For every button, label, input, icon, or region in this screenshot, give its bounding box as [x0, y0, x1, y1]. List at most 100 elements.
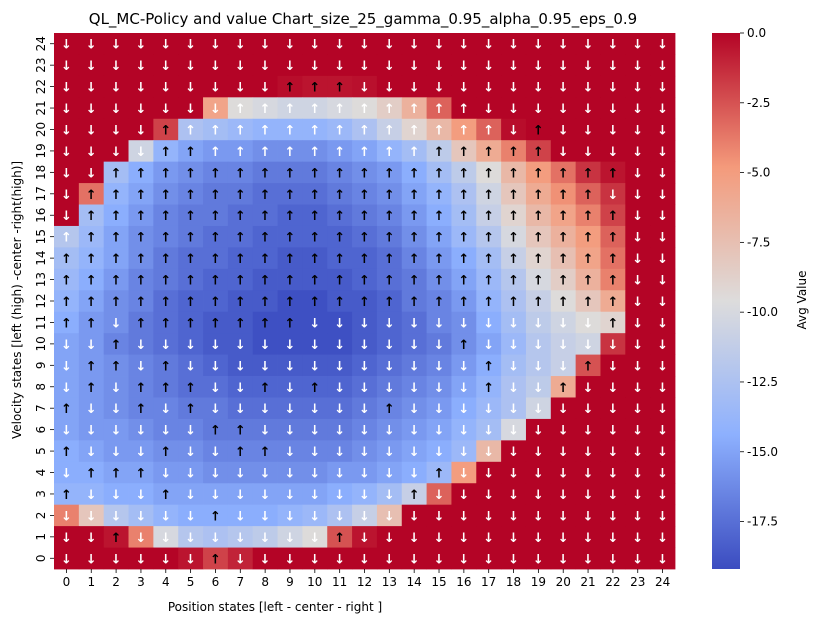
heatmap-cell [525, 483, 552, 506]
heatmap-cell [227, 75, 254, 98]
arrow-down-icon: ↓ [285, 359, 296, 374]
heatmap-cell [178, 354, 204, 377]
heatmap-cell [227, 290, 254, 313]
arrow-up-icon: ↑ [210, 295, 221, 310]
heatmap-cell [302, 418, 328, 441]
heatmap-cell [426, 183, 452, 205]
arrow-down-icon: ↓ [359, 424, 370, 439]
arrow-up-icon: ↑ [434, 145, 445, 160]
heatmap-cell [227, 440, 254, 463]
heatmap-cell [252, 504, 278, 527]
arrow-down-icon: ↓ [210, 38, 221, 53]
arrow-down-icon: ↓ [111, 381, 122, 396]
heatmap-cell [203, 311, 229, 334]
arrow-down-icon: ↓ [533, 402, 544, 417]
arrow-down-icon: ↓ [533, 102, 544, 117]
arrow-up-icon: ↑ [160, 209, 171, 224]
heatmap-cell [103, 54, 129, 77]
arrow-up-icon: ↑ [334, 145, 345, 160]
heatmap-cell [426, 504, 452, 527]
heatmap-cell [650, 461, 676, 484]
heatmap-cell [451, 418, 477, 441]
heatmap-cell [376, 247, 403, 270]
arrow-down-icon: ↓ [583, 424, 594, 439]
heatmap-cell [252, 97, 278, 120]
arrow-down-icon: ↓ [61, 531, 72, 546]
heatmap-cell [401, 354, 427, 377]
arrow-up-icon: ↑ [458, 166, 469, 181]
arrow-down-icon: ↓ [185, 338, 196, 353]
arrow-down-icon: ↓ [632, 531, 643, 546]
heatmap-cell [54, 440, 80, 463]
heatmap-cell [54, 311, 80, 334]
heatmap-cell [550, 161, 577, 184]
arrow-up-icon: ↑ [384, 145, 395, 160]
heatmap-cell [376, 354, 403, 377]
arrow-up-icon: ↑ [260, 145, 271, 160]
heatmap-cell [103, 247, 129, 270]
arrow-up-icon: ↑ [458, 274, 469, 289]
heatmap-cell [650, 75, 676, 98]
arrow-down-icon: ↓ [458, 38, 469, 53]
arrow-up-icon: ↑ [285, 209, 296, 224]
heatmap-cell [625, 354, 651, 377]
heatmap-cell [302, 268, 328, 291]
x-tick-label: 10 [307, 575, 322, 589]
heatmap-cell [103, 97, 129, 120]
heatmap-cell [252, 204, 278, 227]
heatmap-cell [352, 225, 378, 248]
arrow-up-icon: ↑ [86, 359, 97, 374]
y-tick-label: 16 [34, 208, 48, 223]
heatmap-cell [178, 204, 204, 227]
x-tick-label: 5 [187, 575, 195, 589]
heatmap-cell [401, 75, 427, 98]
heatmap-cell [550, 440, 577, 463]
arrow-down-icon: ↓ [359, 316, 370, 331]
arrow-down-icon: ↓ [61, 424, 72, 439]
arrow-down-icon: ↓ [135, 445, 146, 460]
arrow-down-icon: ↓ [409, 509, 420, 524]
arrow-up-icon: ↑ [135, 467, 146, 482]
arrow-down-icon: ↓ [285, 402, 296, 417]
heatmap-cell [128, 97, 154, 120]
heatmap-cell [376, 118, 403, 141]
arrow-down-icon: ↓ [632, 488, 643, 503]
heatmap-cell [650, 33, 676, 55]
arrow-up-icon: ↑ [359, 166, 370, 181]
arrow-up-icon: ↑ [508, 188, 519, 203]
heatmap-cell [352, 183, 378, 205]
arrow-up-icon: ↑ [359, 274, 370, 289]
arrow-up-icon: ↑ [359, 231, 370, 246]
arrow-down-icon: ↓ [483, 338, 494, 353]
heatmap-cell [153, 33, 179, 55]
arrow-down-icon: ↓ [508, 552, 519, 567]
heatmap-cell [625, 204, 651, 227]
heatmap-cell [327, 397, 353, 420]
heatmap-cell [227, 311, 254, 334]
arrow-up-icon: ↑ [334, 531, 345, 546]
arrow-up-icon: ↑ [533, 252, 544, 267]
arrow-down-icon: ↓ [583, 402, 594, 417]
heatmap-cell [575, 75, 601, 98]
arrow-down-icon: ↓ [111, 38, 122, 53]
arrow-down-icon: ↓ [86, 59, 97, 74]
heatmap-cell [600, 54, 626, 77]
arrow-down-icon: ↓ [160, 38, 171, 53]
arrow-up-icon: ↑ [309, 166, 320, 181]
arrow-up-icon: ↑ [285, 188, 296, 203]
arrow-up-icon: ↑ [334, 231, 345, 246]
arrow-down-icon: ↓ [558, 316, 569, 331]
heatmap-cell [600, 33, 626, 55]
heatmap-cell [401, 54, 427, 77]
arrow-down-icon: ↓ [632, 59, 643, 74]
heatmap-cell [401, 333, 427, 355]
arrow-down-icon: ↓ [632, 381, 643, 396]
arrow-down-icon: ↓ [607, 359, 618, 374]
arrow-up-icon: ↑ [61, 274, 72, 289]
heatmap-cell [501, 290, 527, 313]
heatmap-cell [252, 247, 278, 270]
heatmap-cell [650, 118, 676, 141]
heatmap-cell [550, 183, 577, 205]
arrow-down-icon: ↓ [260, 338, 271, 353]
arrow-down-icon: ↓ [607, 531, 618, 546]
